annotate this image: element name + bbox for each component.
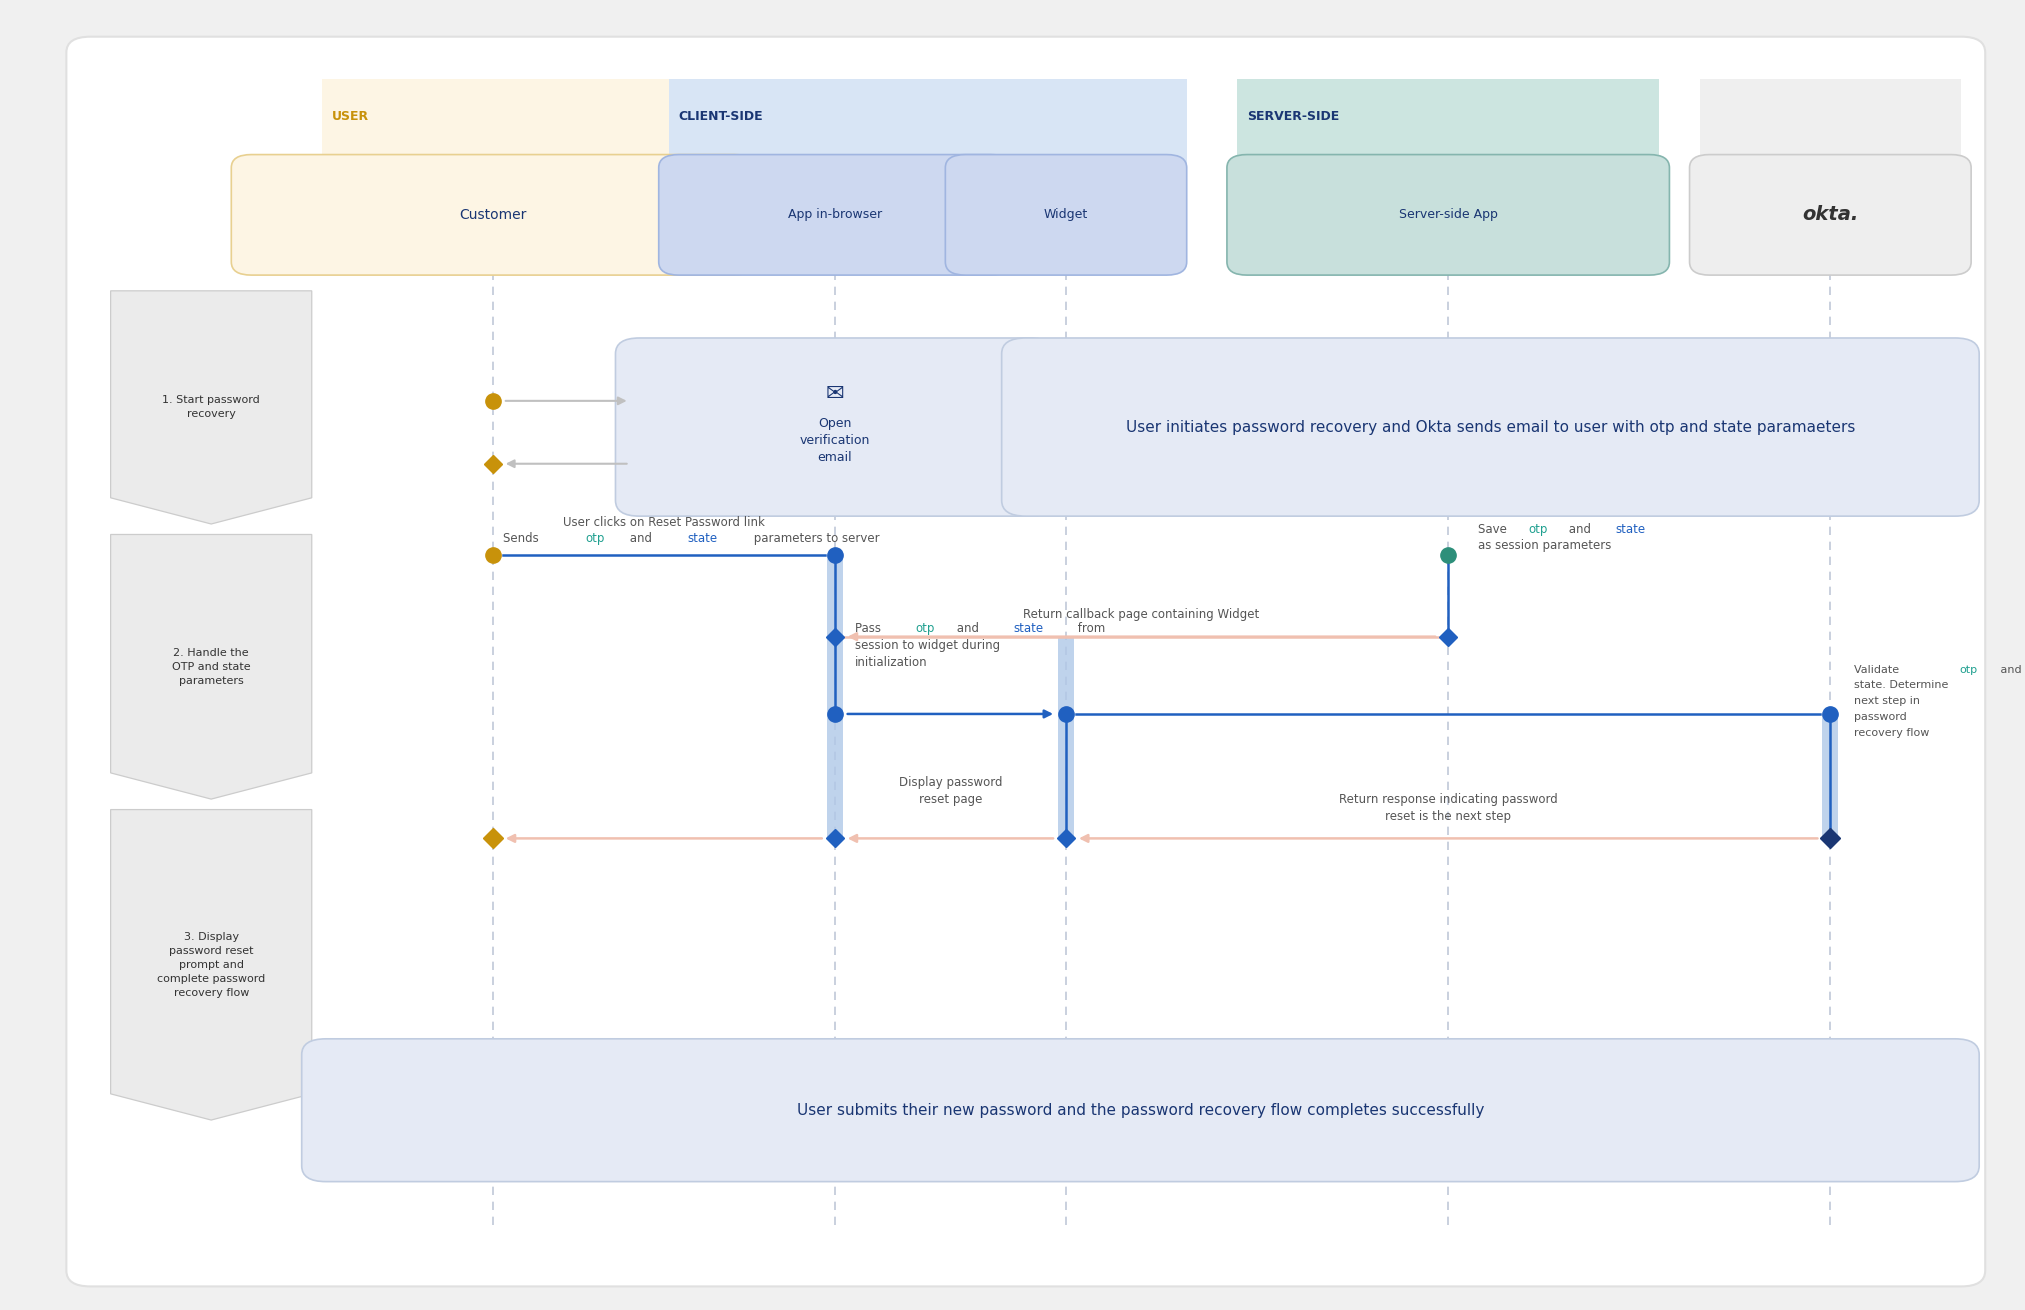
- FancyBboxPatch shape: [231, 155, 753, 275]
- Text: User initiates password recovery and Okta sends email to user with otp and state: User initiates password recovery and Okt…: [1126, 419, 1855, 435]
- Text: App in-browser: App in-browser: [788, 208, 881, 221]
- Text: Display password: Display password: [899, 776, 1002, 789]
- FancyBboxPatch shape: [302, 1039, 1978, 1182]
- Text: Save: Save: [1478, 523, 1511, 536]
- Text: Server-side App: Server-side App: [1399, 208, 1498, 221]
- Text: User submits their new password and the password recovery flow completes success: User submits their new password and the …: [796, 1103, 1484, 1117]
- Text: reset is the next step: reset is the next step: [1385, 810, 1511, 823]
- Text: Sends: Sends: [502, 532, 543, 545]
- Text: next step in: next step in: [1855, 696, 1920, 706]
- FancyBboxPatch shape: [322, 79, 745, 164]
- FancyBboxPatch shape: [826, 555, 842, 838]
- Text: okta.: okta.: [1802, 206, 1859, 224]
- Text: state: state: [1616, 523, 1644, 536]
- Text: Open
verification
email: Open verification email: [800, 417, 871, 464]
- Text: ✉: ✉: [826, 384, 844, 405]
- Text: Widget: Widget: [1045, 208, 1087, 221]
- Text: otp: otp: [1529, 523, 1547, 536]
- FancyBboxPatch shape: [658, 155, 1010, 275]
- Text: Return callback page containing Widget: Return callback page containing Widget: [1023, 608, 1260, 621]
- FancyBboxPatch shape: [1689, 155, 1970, 275]
- Text: 2. Handle the
OTP and state
parameters: 2. Handle the OTP and state parameters: [172, 647, 251, 686]
- Text: CLIENT-SIDE: CLIENT-SIDE: [678, 110, 763, 123]
- Text: and: and: [954, 622, 982, 635]
- FancyBboxPatch shape: [1822, 714, 1839, 838]
- Text: recovery flow: recovery flow: [1855, 727, 1930, 738]
- Text: 3. Display
password reset
prompt and
complete password
recovery flow: 3. Display password reset prompt and com…: [158, 931, 265, 998]
- Text: parameters to server: parameters to server: [749, 532, 881, 545]
- Text: session to widget during: session to widget during: [855, 639, 1000, 652]
- Text: from: from: [1073, 622, 1106, 635]
- FancyBboxPatch shape: [1699, 79, 1960, 164]
- Text: password: password: [1855, 711, 1908, 722]
- FancyBboxPatch shape: [1057, 637, 1073, 838]
- Polygon shape: [111, 291, 312, 524]
- Text: User clicks on Reset Password link: User clicks on Reset Password link: [563, 516, 765, 529]
- Text: as session parameters: as session parameters: [1478, 538, 1612, 552]
- Text: Return response indicating password: Return response indicating password: [1339, 793, 1557, 806]
- FancyBboxPatch shape: [946, 155, 1187, 275]
- Text: 1. Start password
recovery: 1. Start password recovery: [162, 396, 259, 419]
- Text: state: state: [1015, 622, 1043, 635]
- Text: otp: otp: [585, 532, 605, 545]
- FancyBboxPatch shape: [1227, 155, 1669, 275]
- Text: and: and: [1997, 664, 2021, 675]
- Polygon shape: [111, 810, 312, 1120]
- Text: state. Determine: state. Determine: [1855, 680, 1948, 690]
- Text: state: state: [688, 532, 719, 545]
- Text: SERVER-SIDE: SERVER-SIDE: [1247, 110, 1339, 123]
- Text: otp: otp: [915, 622, 936, 635]
- Text: reset page: reset page: [919, 793, 982, 806]
- Text: and: and: [1565, 523, 1594, 536]
- Polygon shape: [111, 534, 312, 799]
- FancyBboxPatch shape: [1002, 338, 1978, 516]
- Text: Validate: Validate: [1855, 664, 1904, 675]
- FancyBboxPatch shape: [616, 338, 1053, 516]
- Text: USER: USER: [332, 110, 369, 123]
- Text: Customer: Customer: [460, 208, 526, 221]
- FancyBboxPatch shape: [668, 79, 1187, 164]
- Text: Pass: Pass: [855, 622, 885, 635]
- Text: otp: otp: [1958, 664, 1976, 675]
- Text: initialization: initialization: [855, 656, 927, 669]
- Text: and: and: [626, 532, 656, 545]
- FancyBboxPatch shape: [1237, 79, 1658, 164]
- FancyBboxPatch shape: [67, 37, 1984, 1286]
